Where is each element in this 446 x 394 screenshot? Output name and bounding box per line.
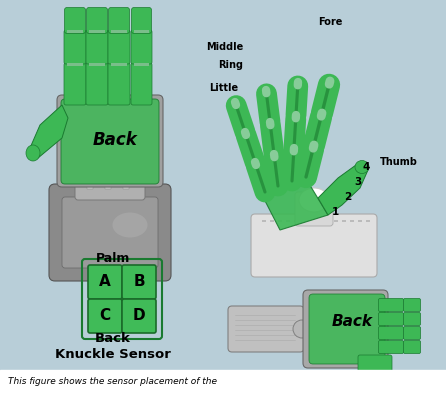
FancyBboxPatch shape <box>404 299 421 312</box>
Text: Back: Back <box>331 314 372 329</box>
FancyBboxPatch shape <box>108 63 130 105</box>
Text: Knuckle Sensor: Knuckle Sensor <box>55 348 171 361</box>
Text: Little: Little <box>209 83 238 93</box>
FancyBboxPatch shape <box>122 299 156 333</box>
FancyBboxPatch shape <box>251 214 377 277</box>
Bar <box>358 220 362 222</box>
FancyBboxPatch shape <box>86 63 108 105</box>
FancyBboxPatch shape <box>404 327 421 340</box>
Text: Palm: Palm <box>96 251 130 264</box>
Text: 2: 2 <box>344 192 351 202</box>
Bar <box>87 179 93 189</box>
Bar <box>89 30 105 33</box>
Bar <box>326 220 330 222</box>
Text: Ring: Ring <box>218 60 243 70</box>
Ellipse shape <box>26 145 40 161</box>
Bar <box>342 220 346 222</box>
Bar <box>286 220 290 222</box>
Bar <box>105 179 111 189</box>
FancyBboxPatch shape <box>131 63 152 105</box>
Bar <box>334 220 338 222</box>
FancyBboxPatch shape <box>228 306 304 352</box>
Bar <box>262 220 266 222</box>
FancyBboxPatch shape <box>61 99 159 184</box>
FancyBboxPatch shape <box>379 312 404 325</box>
FancyBboxPatch shape <box>309 294 385 364</box>
FancyBboxPatch shape <box>88 299 122 333</box>
Bar <box>270 220 274 222</box>
Bar <box>318 220 322 222</box>
Text: C: C <box>99 309 111 323</box>
Polygon shape <box>262 182 328 230</box>
FancyBboxPatch shape <box>404 340 421 353</box>
FancyBboxPatch shape <box>379 340 404 353</box>
FancyBboxPatch shape <box>64 63 86 105</box>
FancyBboxPatch shape <box>132 7 152 33</box>
FancyBboxPatch shape <box>108 30 130 64</box>
FancyBboxPatch shape <box>379 299 404 312</box>
Text: Fore: Fore <box>318 17 343 27</box>
FancyBboxPatch shape <box>303 290 388 368</box>
Text: 1: 1 <box>331 207 339 217</box>
FancyBboxPatch shape <box>64 30 86 64</box>
Polygon shape <box>318 165 368 215</box>
Bar <box>366 220 370 222</box>
FancyBboxPatch shape <box>57 95 163 187</box>
FancyBboxPatch shape <box>108 7 129 33</box>
FancyBboxPatch shape <box>88 265 122 299</box>
Text: Back: Back <box>95 333 131 346</box>
Ellipse shape <box>112 212 148 238</box>
Bar <box>111 63 127 66</box>
FancyBboxPatch shape <box>122 265 156 299</box>
FancyBboxPatch shape <box>65 7 86 33</box>
FancyBboxPatch shape <box>358 355 392 373</box>
Text: Back: Back <box>93 131 137 149</box>
Text: 3: 3 <box>355 177 362 187</box>
Bar <box>0 370 446 394</box>
FancyBboxPatch shape <box>86 30 108 64</box>
Bar <box>350 220 354 222</box>
FancyBboxPatch shape <box>131 30 152 64</box>
Text: This figure shows the sensor placement of the: This figure shows the sensor placement o… <box>8 377 217 387</box>
Polygon shape <box>30 105 68 158</box>
FancyBboxPatch shape <box>49 184 171 281</box>
Bar <box>123 179 129 189</box>
Ellipse shape <box>299 188 329 212</box>
Bar <box>294 220 298 222</box>
FancyBboxPatch shape <box>379 327 404 340</box>
Bar <box>111 30 127 33</box>
Text: A: A <box>99 275 111 290</box>
FancyBboxPatch shape <box>295 192 333 226</box>
Text: D: D <box>133 309 145 323</box>
Text: 4: 4 <box>362 162 370 172</box>
Text: Thumb: Thumb <box>380 157 418 167</box>
Bar <box>278 220 282 222</box>
Bar <box>302 220 306 222</box>
Text: B: B <box>133 275 145 290</box>
Bar <box>67 30 83 33</box>
Bar <box>89 63 105 66</box>
Bar <box>134 30 149 33</box>
Bar <box>67 63 83 66</box>
Ellipse shape <box>355 160 369 173</box>
Bar <box>310 220 314 222</box>
Bar <box>134 63 149 66</box>
FancyBboxPatch shape <box>62 197 158 268</box>
Ellipse shape <box>293 320 311 338</box>
FancyBboxPatch shape <box>404 312 421 325</box>
Text: Middle: Middle <box>206 42 243 52</box>
FancyBboxPatch shape <box>75 172 145 200</box>
FancyBboxPatch shape <box>87 7 107 33</box>
